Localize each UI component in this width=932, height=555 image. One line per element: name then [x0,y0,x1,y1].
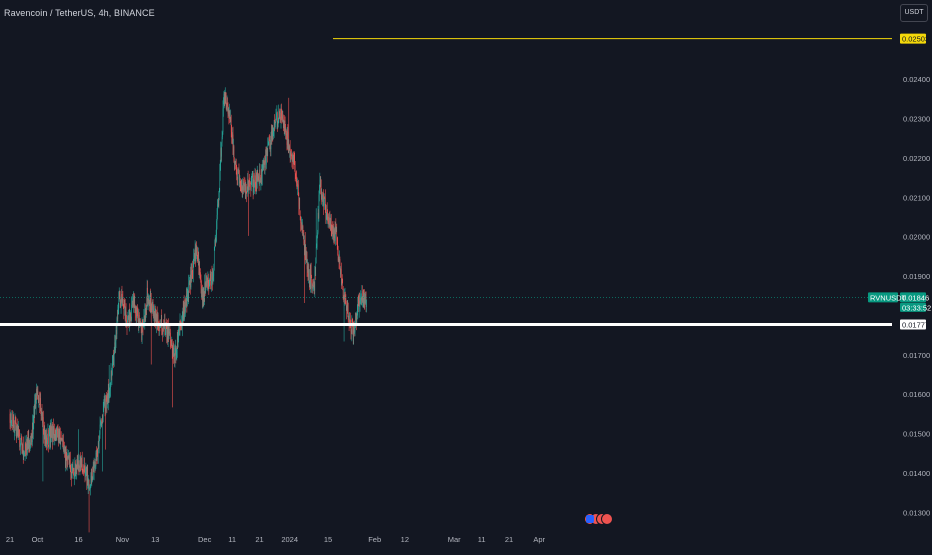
x-tick-label: 21 [6,535,14,544]
candle-body [199,266,200,273]
candle-body [366,300,367,307]
currency-selector[interactable]: USDT [900,4,928,22]
key-levels [0,39,892,325]
candle-body [265,162,266,167]
x-tick-label: Mar [448,535,461,544]
candle-body [298,185,299,194]
symbol-price-tag: RVNUSDT [870,293,907,302]
x-tick-label: 11 [228,535,236,544]
y-tick-label: 0.02300 [903,115,930,124]
y-tick-label: 0.01400 [903,469,930,478]
candle-body [214,249,215,266]
x-tick-label: 11 [478,535,486,544]
candle-body [39,395,40,405]
y-tick-label: 0.01600 [903,390,930,399]
candle-body [309,269,310,280]
candles [10,87,367,532]
candle-body [130,314,131,317]
x-tick-label: Apr [533,535,545,544]
x-tick-label: 12 [401,535,409,544]
x-tick-label: Oct [32,535,45,544]
support-price-tag: 0.01777 [902,320,929,329]
us-flag-icon [586,515,594,523]
y-tick-label: 0.02000 [903,233,930,242]
x-tick-label: 13 [151,535,159,544]
candle-body [316,247,317,260]
candle-body [170,333,171,341]
symbol-title: Ravencoin / TetherUS, 4h, BINANCE [4,8,155,18]
time-axis: 21 Oct 16 Nov 13 Dec 11 21 2024 15 Feb 12 Mar 11 21 Apr [6,535,546,544]
y-tick-label: 0.01500 [903,430,930,439]
x-tick-label: 15 [324,535,332,544]
countdown-tag: 03:33:52 [902,303,931,312]
x-tick-label: Feb [368,535,381,544]
candle-body [82,458,83,469]
x-tick-label: 21 [255,535,263,544]
y-tick-label: 0.02200 [903,154,930,163]
event-markers [585,514,613,525]
y-tick-label: 0.01700 [903,351,930,360]
x-tick-label: 16 [74,535,82,544]
event-flag-icon[interactable] [602,514,613,525]
y-tick-label: 0.01300 [903,508,930,517]
price-axis: 0.02400 0.02300 0.02200 0.02100 0.02000 0.019… [868,34,931,518]
candle-body [268,145,269,156]
y-tick-label: 0.01900 [903,272,930,281]
candle-body [342,280,343,286]
candle-body [161,317,162,328]
candle-body [343,286,344,296]
resistance-price-tag: 0.02503 [902,35,929,44]
candle-body [120,295,121,300]
y-tick-label: 0.02100 [903,193,930,202]
candle-body [12,418,13,426]
x-tick-label: 2024 [281,535,298,544]
candle-body [247,192,248,193]
y-tick-label: 0.02400 [903,75,930,84]
x-tick-label: Nov [116,535,130,544]
candle-body [355,328,356,332]
candle-body [48,430,49,445]
x-tick-label: 21 [505,535,513,544]
candle-body [295,169,296,174]
candle-body [340,259,341,269]
candle-body [252,178,253,180]
candle-body [258,176,259,180]
candle-body [197,248,198,256]
x-tick-label: Dec [198,535,212,544]
